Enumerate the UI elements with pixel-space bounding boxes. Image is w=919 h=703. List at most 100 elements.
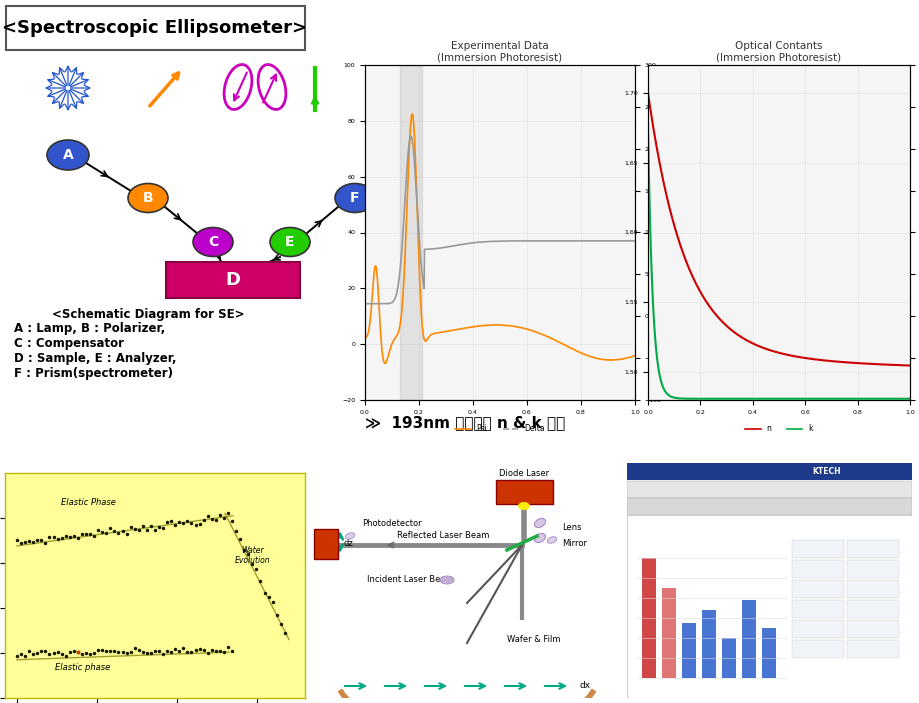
Point	[9, 650, 24, 662]
Point	[123, 647, 138, 658]
Text: C : Compensator: C : Compensator	[14, 337, 124, 350]
Ellipse shape	[335, 183, 375, 212]
Text: ≫  193nm 대역에서 n & k 측정: ≫ 193nm 대역에서 n & k 측정	[365, 415, 564, 430]
Point	[30, 535, 45, 546]
Text: Mirror: Mirror	[562, 538, 586, 548]
FancyBboxPatch shape	[761, 628, 775, 678]
Point	[46, 647, 61, 658]
Point	[188, 519, 203, 530]
FancyBboxPatch shape	[791, 620, 843, 638]
Point	[184, 517, 199, 529]
Point	[152, 522, 166, 533]
Text: D: D	[225, 271, 240, 289]
Point	[192, 643, 207, 654]
k	[809, 394, 820, 403]
Text: <Spectroscopic Ellipsometer>: <Spectroscopic Ellipsometer>	[3, 19, 307, 37]
n	[840, 358, 851, 366]
Point	[66, 646, 81, 657]
Point	[168, 519, 183, 530]
FancyBboxPatch shape	[791, 640, 843, 658]
Title: Experimental Data
(Immersion Photoresist): Experimental Data (Immersion Photoresist…	[437, 41, 562, 63]
Point	[155, 648, 170, 659]
Point	[111, 528, 126, 539]
Point	[216, 646, 231, 657]
Point	[103, 646, 118, 657]
Point	[115, 525, 130, 536]
FancyBboxPatch shape	[6, 6, 305, 50]
Point	[200, 647, 215, 659]
FancyBboxPatch shape	[701, 610, 715, 678]
Line: n: n	[647, 93, 909, 366]
Text: Lens: Lens	[562, 524, 581, 532]
Psi	[592, 354, 603, 363]
k	[868, 394, 879, 403]
Point	[216, 512, 231, 523]
Point	[14, 649, 28, 660]
Point	[172, 645, 187, 657]
Point	[176, 643, 190, 654]
Point	[111, 647, 126, 658]
FancyBboxPatch shape	[627, 515, 911, 698]
Legend: n, k: n, k	[742, 421, 815, 437]
Text: dx: dx	[579, 681, 591, 690]
k	[658, 385, 669, 394]
Point	[160, 517, 175, 528]
Point	[269, 609, 284, 620]
k	[641, 122, 652, 131]
Psi	[406, 110, 417, 118]
Point	[244, 558, 259, 569]
Point	[209, 515, 223, 526]
Point	[91, 645, 106, 656]
Legend: Psi, Delta: Psi, Delta	[452, 421, 547, 437]
Point	[180, 516, 195, 527]
k	[903, 394, 914, 403]
Point	[212, 510, 227, 521]
Point	[71, 647, 85, 658]
Point	[17, 650, 32, 662]
Point	[168, 643, 183, 654]
FancyBboxPatch shape	[791, 580, 843, 598]
Point	[196, 514, 210, 525]
Point	[236, 545, 251, 556]
Line: k: k	[647, 127, 909, 399]
Point	[86, 531, 101, 542]
Text: D : Sample, E : Analyzer,: D : Sample, E : Analyzer,	[14, 352, 176, 365]
Point	[58, 531, 73, 542]
Ellipse shape	[193, 228, 233, 257]
Point	[257, 588, 272, 599]
Point	[74, 649, 89, 660]
Point	[22, 645, 37, 657]
Point	[54, 532, 69, 543]
k	[840, 394, 851, 403]
Point	[155, 522, 170, 533]
Title: Optical Contants
(Immersion Photoresist): Optical Contants (Immersion Photoresist)	[716, 41, 841, 63]
Text: Diode Laser: Diode Laser	[498, 469, 549, 478]
Point	[66, 531, 81, 542]
Point	[164, 515, 178, 527]
Point	[249, 564, 264, 575]
Point	[51, 646, 65, 657]
Ellipse shape	[345, 533, 355, 539]
Point	[212, 645, 227, 657]
Point	[26, 648, 40, 659]
Delta	[564, 237, 575, 245]
Point	[22, 535, 37, 546]
Point	[42, 531, 57, 543]
Psi	[359, 334, 370, 342]
FancyBboxPatch shape	[495, 480, 552, 504]
FancyBboxPatch shape	[846, 600, 898, 618]
Text: KTECH: KTECH	[811, 467, 840, 477]
Point	[62, 531, 77, 543]
Delta	[629, 237, 640, 245]
Point	[14, 538, 28, 549]
Point	[9, 534, 24, 546]
Point	[71, 532, 85, 543]
FancyBboxPatch shape	[846, 620, 898, 638]
Point	[131, 524, 146, 535]
Point	[119, 647, 134, 659]
Text: ≫  Immersion Photoresist 분포 분석: ≫ Immersion Photoresist 분포 분석	[365, 385, 632, 400]
Point	[62, 646, 77, 657]
Point	[253, 576, 267, 587]
Point	[127, 643, 142, 654]
Point	[38, 537, 52, 548]
